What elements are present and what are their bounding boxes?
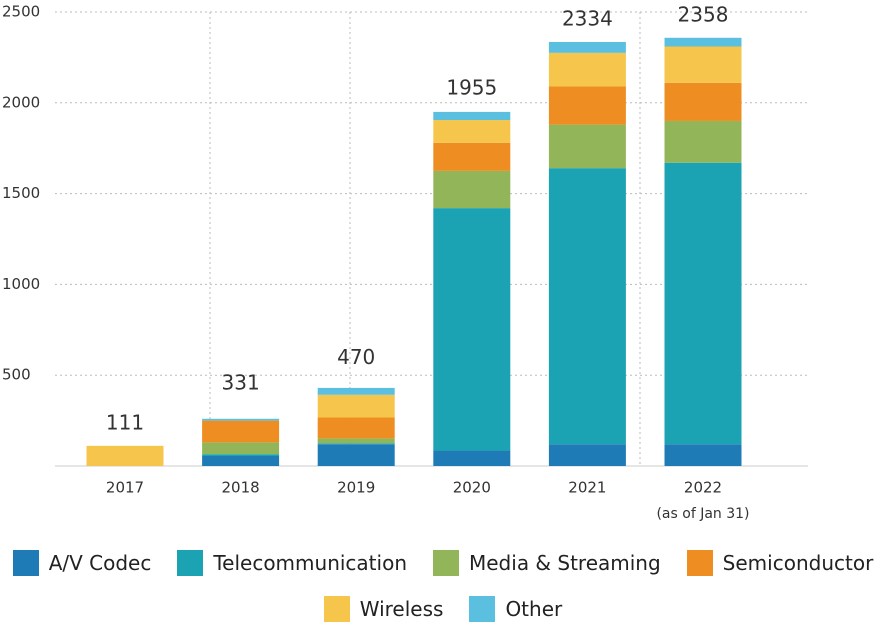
x-tick-label: 2017 xyxy=(106,479,144,497)
total-label: 331 xyxy=(222,370,260,394)
bar-segment xyxy=(202,420,280,443)
legend-label: Telecommunication xyxy=(213,551,407,575)
bar-segment xyxy=(317,444,395,466)
legend-item: Wireless xyxy=(323,596,444,622)
bar-segment xyxy=(433,120,511,143)
bar-segment xyxy=(548,444,626,466)
legend-label: Wireless xyxy=(359,597,444,621)
legend-item: A/V Codec xyxy=(12,550,152,576)
y-tick-label: 1000 xyxy=(2,275,40,293)
legend-item: Media & Streaming xyxy=(433,550,661,576)
bar-segment xyxy=(86,445,164,466)
bar-segment xyxy=(664,37,742,47)
legend-label: A/V Codec xyxy=(48,551,152,575)
bar-segment xyxy=(202,442,280,455)
bar-segment xyxy=(548,124,626,169)
chart: 500 1000 1500 2000 2500 111 2017 331 2018 470 2019… xyxy=(2,2,808,522)
bar-segment xyxy=(202,456,280,466)
y-tick-label: 2500 xyxy=(2,3,40,21)
bar-segment xyxy=(433,142,511,171)
bar-segment xyxy=(317,417,395,439)
legend-swatch xyxy=(433,550,459,576)
bar-segment xyxy=(202,454,280,457)
x-tick-label: 2022 xyxy=(684,479,722,497)
bar-segment xyxy=(433,111,511,121)
category-note: (as of Jan 31) xyxy=(656,506,749,522)
bar-segment xyxy=(317,394,395,418)
bar-segment xyxy=(317,443,395,445)
legend-swatch xyxy=(323,596,350,622)
total-label: 1955 xyxy=(446,75,497,99)
total-label: 2358 xyxy=(678,2,729,26)
x-tick-label: 2018 xyxy=(222,479,260,497)
bar-segment xyxy=(317,387,395,395)
y-tick-label: 2000 xyxy=(2,93,40,111)
bar-segment xyxy=(664,444,742,466)
bar-segment xyxy=(433,170,511,209)
bar-segment xyxy=(433,450,511,466)
bar-segment xyxy=(548,168,626,445)
bar-segment xyxy=(664,162,742,445)
total-label: 2334 xyxy=(562,7,613,31)
total-label: 111 xyxy=(106,410,144,434)
legend-swatch xyxy=(12,550,39,576)
bar-segment xyxy=(433,208,511,451)
legend-item: Other xyxy=(469,596,562,622)
legend-label: Semiconductor xyxy=(722,551,874,575)
y-tick-label: 1500 xyxy=(2,184,40,202)
legend-swatch xyxy=(469,596,496,622)
bar-segment xyxy=(664,82,742,121)
y-tick-label: 500 xyxy=(2,366,31,384)
x-tick-label: 2020 xyxy=(453,479,491,497)
legend-swatch xyxy=(177,550,204,576)
bar-segment xyxy=(664,120,742,163)
bar-segment xyxy=(548,86,626,125)
legend: A/V Codec Telecommunication Media & Stream… xyxy=(0,550,886,622)
legend-item: Telecommunication xyxy=(177,550,407,576)
bar-segment xyxy=(548,52,626,87)
x-tick-label: 2021 xyxy=(568,479,606,497)
bar-segment xyxy=(664,46,742,83)
x-tick-label: 2019 xyxy=(337,479,375,497)
legend-swatch xyxy=(686,550,713,576)
bar-segment xyxy=(548,41,626,53)
total-label: 470 xyxy=(337,345,375,369)
legend-item: Semiconductor xyxy=(686,550,874,576)
bar-segment xyxy=(317,438,395,444)
legend-label: Media & Streaming xyxy=(469,551,661,575)
bar-segment xyxy=(202,418,280,421)
legend-label: Other xyxy=(505,597,563,621)
